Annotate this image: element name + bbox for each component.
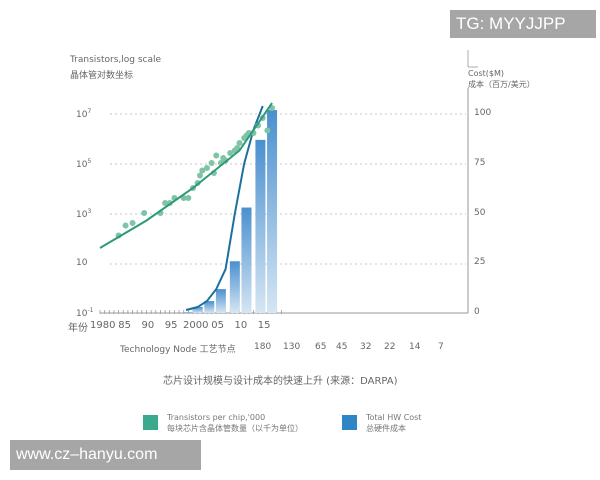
node-tick-label: 14	[409, 342, 421, 352]
legend-transistors-en: Transistors per chip,'000	[167, 413, 266, 422]
legend-transistors-zh: 每块芯片含晶体管数量（以千为单位）	[167, 424, 303, 433]
right-axis-tick: 0	[474, 307, 480, 317]
transistor-dot	[227, 150, 234, 156]
watermark-top: TG: MYYJJPP	[450, 10, 596, 38]
cost-bar	[204, 301, 215, 313]
left-axis-tick: 10-1	[76, 307, 94, 319]
right-axis-title-en: Cost($M)	[468, 69, 505, 78]
node-tick-label: 65	[315, 342, 327, 352]
year-tick-label: 15	[257, 320, 271, 331]
transistor-dot	[264, 127, 271, 134]
transistor-dot	[129, 220, 136, 226]
transistor-trend-line	[99, 102, 273, 249]
year-tick-label: 10	[234, 320, 248, 331]
year-tick-label: 1980	[90, 320, 116, 331]
chart-caption: 芯片设计规模与设计成本的快速上升 (来源：DARPA)	[163, 376, 398, 387]
right-axis-tick: 100	[474, 108, 492, 118]
transistor-dot	[162, 200, 169, 206]
right-axis-title-zh: 成本（百万/美元）	[468, 80, 535, 89]
cost-bar	[241, 207, 252, 313]
left-axis-tick: 105	[76, 158, 92, 170]
transistor-dot	[141, 210, 148, 216]
legend-swatch-transistors	[143, 415, 158, 430]
year-tick-label: 90	[141, 320, 155, 331]
year-tick-label: 2000	[183, 320, 209, 331]
left-axis-tick: 10	[76, 258, 88, 268]
transistor-dot	[122, 222, 129, 229]
cost-curve	[185, 105, 264, 311]
node-tick-label: 45	[336, 342, 348, 352]
right-axis-tick: 50	[474, 207, 486, 218]
left-axis-title-en: Transistors,log scale	[70, 55, 162, 65]
right-axis-tick: 75	[474, 157, 486, 168]
transistor-dot	[213, 152, 220, 159]
cost-bar	[183, 312, 194, 313]
node-tick-label: 7	[438, 342, 444, 352]
cost-bar	[215, 289, 226, 313]
transistor-dot	[234, 145, 241, 151]
legend-swatch-cost	[342, 415, 357, 430]
year-axis-label: 年份	[68, 323, 88, 334]
transistor-dot	[199, 167, 206, 174]
cost-bar	[255, 139, 266, 313]
node-tick-label: 180	[254, 342, 272, 352]
year-tick-label: 05	[211, 320, 224, 331]
left-axis-title-zh: 晶体管对数坐标	[70, 71, 134, 81]
left-axis-tick: 103	[76, 208, 92, 220]
right-axis-tick: 25	[474, 257, 486, 268]
cost-bar	[229, 261, 240, 313]
transistor-dot	[185, 195, 192, 201]
legend-cost-zh: 总硬件成本	[366, 424, 406, 433]
watermark-bottom: www.cz–hanyu.com	[10, 440, 201, 470]
node-tick-label: 22	[384, 342, 396, 352]
legend-cost-en: Total HW Cost	[366, 413, 422, 422]
year-tick-label: 95	[164, 320, 178, 331]
cost-bar	[192, 307, 203, 313]
cost-bar	[267, 110, 278, 314]
transistor-dot	[236, 140, 243, 146]
node-tick-label: 32	[360, 342, 372, 352]
node-axis-label: Technology Node 工艺节点	[120, 345, 236, 355]
transistor-dot	[203, 165, 210, 171]
node-tick-label: 130	[283, 342, 301, 352]
transistor-dot	[208, 160, 215, 166]
year-tick-label: 85	[118, 320, 131, 331]
transistor-dot	[196, 172, 203, 179]
left-axis-tick: 107	[76, 108, 92, 120]
